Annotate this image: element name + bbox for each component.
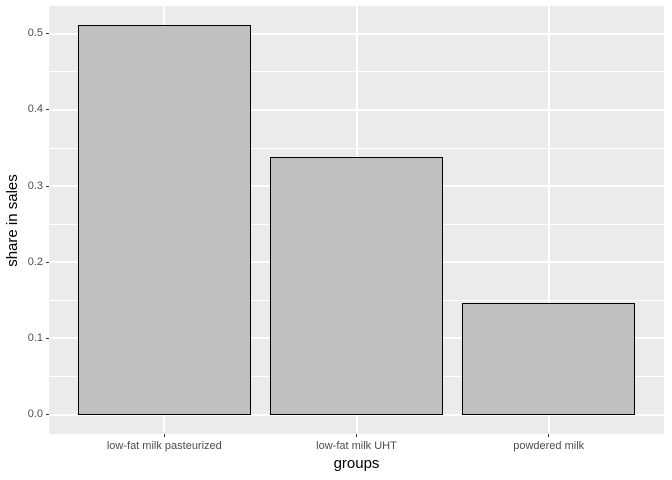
bar-2 [270,157,443,415]
bar-3 [462,303,636,415]
y-tick-mark [46,261,49,263]
y-tick-label: 0.5 [27,27,43,40]
y-tick-label: 0.2 [27,255,43,268]
x-tick-mark [548,434,550,437]
y-tick-label: 0.4 [27,103,43,116]
y-tick-mark [46,185,49,187]
gridline-major-vertical [547,6,550,434]
y-tick-mark [46,109,49,111]
bar-1 [77,25,251,415]
y-tick-label: 0.1 [27,331,43,344]
x-tick-label: low-fat milk pasteurized [106,440,222,452]
x-tick-mark [163,434,165,437]
x-tick-label: powdered milk [513,440,585,452]
x-axis-title-container: groups [49,455,664,473]
y-tick-mark [46,414,49,415]
x-tick-label: low-fat milk UHT [316,440,397,452]
y-tick-mark [46,337,49,339]
plot-panel [49,6,664,434]
y-tick-mark [46,33,49,35]
y-tick-label: 0.3 [27,179,43,192]
x-tick-mark [356,434,357,437]
y-axis-title-container: share in sales [0,6,25,434]
x-axis-title: groups [333,455,380,472]
y-tick-label: 0.0 [27,408,43,420]
